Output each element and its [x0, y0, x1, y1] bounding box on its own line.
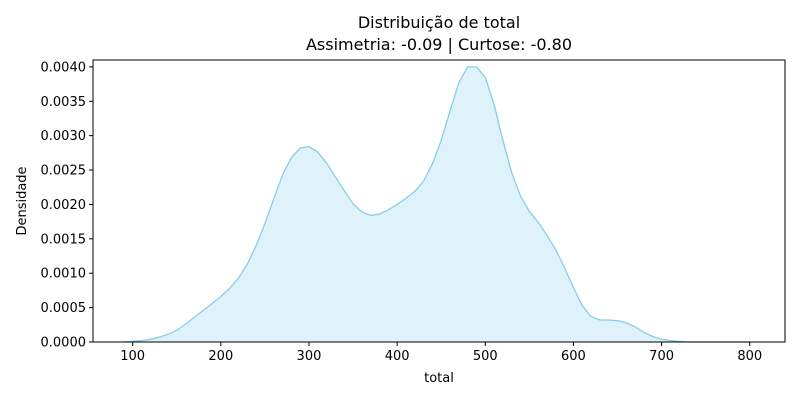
y-tick-label: 0.0030 [41, 129, 87, 144]
axes-frame [92, 59, 786, 343]
chart-title: Distribuição de total [358, 13, 520, 32]
y-tick-label: 0.0000 [41, 336, 87, 351]
density-area [123, 66, 750, 342]
chart-subtitle: Assimetria: -0.09 | Curtose: -0.80 [306, 35, 572, 54]
x-tick-label: 100 [120, 349, 145, 364]
y-tick-label: 0.0005 [41, 301, 87, 316]
x-tick-label: 200 [208, 349, 233, 364]
plot-area [123, 66, 750, 343]
y-tick-label: 0.0040 [41, 60, 87, 75]
x-axis-ticks: 100 200 300 400 500 600 700 800 [120, 342, 762, 364]
x-axis-label: total [424, 371, 454, 386]
x-tick-label: 300 [297, 349, 322, 364]
y-tick-label: 0.0035 [41, 95, 87, 110]
y-tick-label: 0.0010 [41, 267, 87, 282]
x-tick-label: 800 [737, 349, 762, 364]
x-tick-label: 700 [649, 349, 674, 364]
y-tick-label: 0.0025 [41, 164, 87, 179]
y-axis-ticks: 0.0000 0.0005 0.0010 0.0015 0.0020 0.0025 0.00… [41, 60, 93, 351]
y-tick-label: 0.0015 [41, 232, 87, 247]
x-tick-label: 600 [561, 349, 586, 364]
x-tick-label: 500 [473, 349, 498, 364]
y-axis-label: Densidade [15, 166, 30, 235]
density-line [123, 66, 750, 343]
y-tick-label: 0.0020 [41, 198, 87, 213]
x-tick-label: 400 [385, 349, 410, 364]
